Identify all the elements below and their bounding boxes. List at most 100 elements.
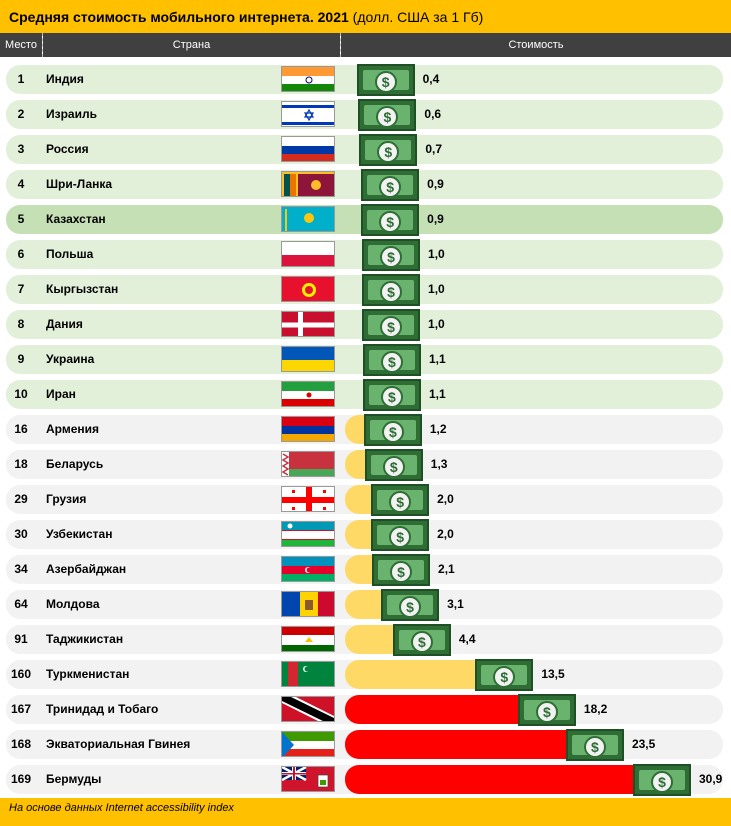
dollar-bill-icon: $ [364,449,423,481]
rank-label: 34 [14,562,28,576]
flag-turkmenistan-icon [281,661,335,687]
country-label: Украина [46,352,95,366]
value-label: 4,4 [458,632,476,646]
dollar-sign: $ [396,494,404,510]
dollar-sign: $ [388,389,396,405]
dollar-bill-icon: $ [517,694,576,726]
country-label: Казахстан [46,212,106,226]
rank-label: 10 [14,387,28,401]
flag-armenia-icon [281,416,335,442]
dollar-bill-icon: $ [362,379,421,411]
dollar-bill-icon: $ [359,134,418,166]
dollar-bill-icon: $ [392,624,451,656]
country-label: Грузия [46,492,87,506]
country-label: Шри-Ланка [46,177,113,191]
rank-label: 9 [17,352,25,366]
value-label: 1,3 [430,457,448,471]
rank-label: 18 [14,457,28,471]
country-label: Таджикистан [46,632,124,646]
rank-label: 2 [17,107,25,121]
value-label: 0,4 [422,72,440,86]
value-label: 0,6 [424,107,442,121]
country-label: Кыргызстан [46,282,119,296]
value-label: 1,0 [428,282,445,296]
flag-azerbaijan-icon [281,556,335,582]
dollar-sign: $ [381,74,390,90]
country-label: Бермуды [46,772,102,786]
country-label: Туркменистан [46,667,130,681]
country-label: Россия [46,142,89,156]
value-label: 1,1 [428,387,446,401]
flag-ukraine-icon [281,346,335,372]
dollar-sign: $ [388,354,396,370]
flag-moldova-icon [281,591,335,617]
value-label: 13,5 [541,667,565,681]
rank-label: 64 [14,597,28,611]
country-label: Иран [46,387,76,401]
rank-label: 29 [14,492,28,506]
value-label: 1,0 [428,317,445,331]
dollar-bill-icon: $ [363,414,422,446]
dollar-sign: $ [386,179,395,195]
dollar-bill-icon: $ [362,239,421,271]
flag-belarus-icon [281,451,335,477]
flag-kyrgyzstan-icon [281,276,335,302]
dollar-bill-icon: $ [475,659,534,691]
dollar-bill-icon: $ [371,484,430,516]
dollar-sign: $ [417,634,426,650]
rank-label: 6 [17,247,25,261]
dollar-bill-icon: $ [371,519,430,551]
value-label: 3,1 [447,597,464,611]
country-label: Польша [46,247,94,261]
rank-label: 168 [10,737,32,751]
value-label: 2,0 [437,527,454,541]
flag-israel-icon [281,101,335,127]
dollar-bill-icon: $ [565,729,624,761]
flag-russia-icon [281,136,335,162]
rank-label: 30 [14,527,28,541]
dollar-bill-icon: $ [361,169,420,201]
value-label: 0,9 [427,212,444,226]
dollar-sign: $ [500,669,509,685]
rank-label: 5 [17,212,25,226]
dollar-sign: $ [386,214,395,230]
rank-label: 4 [17,177,25,191]
dollar-bill-icon: $ [362,309,421,341]
flag-denmark-icon [281,311,335,337]
value-label: 23,5 [631,737,656,751]
rank-label: 160 [10,667,32,681]
dollar-bill-icon: $ [356,64,415,96]
country-label: Дания [46,317,83,331]
rank-label: 16 [14,422,28,436]
dollar-sign: $ [388,424,397,440]
flag-eqguinea-icon [281,731,335,757]
dollar-sign: $ [384,144,393,160]
dollar-bill-icon: $ [381,589,440,621]
header-cost: Стоимость [341,33,731,57]
cost-bar [345,730,596,759]
chart-panel: Место Страна Стоимость 1 Индия $0,4 2 Израил… [0,33,731,798]
flag-kazakhstan-icon [281,206,335,232]
dollar-sign: $ [543,704,551,720]
dollar-bill-icon: $ [361,204,420,236]
country-label: Беларусь [46,457,104,471]
value-label: 1,1 [428,352,446,366]
dollar-sign: $ [397,564,405,580]
flag-iran-icon [281,381,335,407]
country-label: Индия [46,72,84,86]
flag-georgia-icon [281,486,335,512]
dollar-bill-icon: $ [362,274,421,306]
flag-trinidad-icon [281,696,335,722]
rank-label: 3 [17,142,25,156]
dollar-bill-icon: $ [358,99,417,131]
country-label: Молдова [46,597,100,611]
country-label: Израиль [46,107,97,121]
value-label: 0,9 [427,177,444,191]
value-label: 1,0 [428,247,445,261]
value-label: 2,0 [437,492,454,506]
dollar-bill-icon: $ [362,344,421,376]
flag-tajikistan-icon [281,626,335,652]
dollar-sign: $ [387,249,395,265]
dollar-bill-icon: $ [633,764,691,796]
dollar-sign: $ [406,599,414,615]
